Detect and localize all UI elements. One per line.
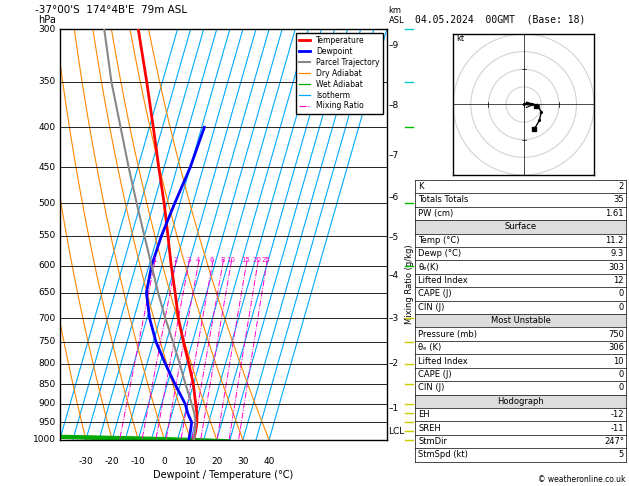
Text: –8: –8 [389,101,399,110]
Text: 2: 2 [619,182,624,191]
Text: 6: 6 [210,257,214,263]
Text: 0: 0 [162,457,167,467]
Text: 247°: 247° [604,437,624,446]
Text: 2: 2 [173,257,177,263]
Text: 1000: 1000 [33,435,55,444]
Text: Mixing Ratio (g/kg): Mixing Ratio (g/kg) [405,244,414,324]
Text: 5: 5 [619,451,624,459]
Text: CIN (J): CIN (J) [418,303,445,312]
Text: –4: –4 [389,271,399,280]
Text: 1.61: 1.61 [606,209,624,218]
Text: 300: 300 [38,25,55,34]
Text: SREH: SREH [418,424,441,433]
Text: -12: -12 [611,410,624,419]
Text: 950: 950 [38,418,55,427]
Text: 15: 15 [242,257,250,263]
Text: CAPE (J): CAPE (J) [418,370,452,379]
Text: Totals Totals: Totals Totals [418,195,469,205]
Text: CIN (J): CIN (J) [418,383,445,392]
Text: θₑ(K): θₑ(K) [418,262,439,272]
Text: –2: –2 [389,359,399,368]
Text: –3: –3 [389,313,399,323]
Text: 850: 850 [38,380,55,389]
Text: -20: -20 [105,457,120,467]
Text: EH: EH [418,410,430,419]
Text: 900: 900 [38,399,55,408]
Text: –5: –5 [389,233,399,242]
Text: 12: 12 [613,276,624,285]
Text: 10: 10 [185,457,196,467]
Text: StmSpd (kt): StmSpd (kt) [418,451,468,459]
Text: Dewp (°C): Dewp (°C) [418,249,462,258]
Text: km
ASL: km ASL [389,6,404,25]
Text: Lifted Index: Lifted Index [418,357,468,365]
Text: 800: 800 [38,359,55,368]
Text: 600: 600 [38,261,55,270]
Text: 400: 400 [38,123,55,132]
Text: 20: 20 [211,457,223,467]
Text: 10: 10 [226,257,235,263]
Text: Dewpoint / Temperature (°C): Dewpoint / Temperature (°C) [153,470,293,480]
Text: 750: 750 [38,337,55,346]
Text: 4: 4 [196,257,200,263]
Text: Most Unstable: Most Unstable [491,316,550,325]
Text: 750: 750 [608,330,624,339]
Text: 0: 0 [619,383,624,392]
Text: © weatheronline.co.uk: © weatheronline.co.uk [538,474,626,484]
Text: 350: 350 [38,77,55,86]
Text: –6: –6 [389,193,399,202]
Text: 0: 0 [619,303,624,312]
Text: 04.05.2024  00GMT  (Base: 18): 04.05.2024 00GMT (Base: 18) [415,15,586,25]
Text: -37°00'S  174°4B'E  79m ASL: -37°00'S 174°4B'E 79m ASL [35,4,187,15]
Text: StmDir: StmDir [418,437,447,446]
Text: hPa: hPa [38,15,55,25]
Text: 30: 30 [237,457,248,467]
Text: K: K [418,182,424,191]
Text: 9.3: 9.3 [611,249,624,258]
Text: 3: 3 [186,257,191,263]
Text: Hodograph: Hodograph [497,397,544,406]
Text: 500: 500 [38,199,55,208]
Text: 650: 650 [38,288,55,297]
Text: -11: -11 [611,424,624,433]
Text: –7: –7 [389,152,399,160]
Text: CAPE (J): CAPE (J) [418,290,452,298]
Text: 40: 40 [264,457,275,467]
Text: Lifted Index: Lifted Index [418,276,468,285]
Text: –1: –1 [389,404,399,413]
Text: –9: –9 [389,41,399,51]
Text: Pressure (mb): Pressure (mb) [418,330,477,339]
Text: 700: 700 [38,313,55,323]
Text: 25: 25 [262,257,270,263]
Text: Surface: Surface [504,222,537,231]
Text: 0: 0 [619,290,624,298]
Text: 20: 20 [253,257,262,263]
Text: 450: 450 [38,163,55,172]
Text: LCL: LCL [389,427,404,435]
Text: PW (cm): PW (cm) [418,209,454,218]
Text: -10: -10 [131,457,146,467]
Text: θₑ (K): θₑ (K) [418,343,442,352]
Legend: Temperature, Dewpoint, Parcel Trajectory, Dry Adiabat, Wet Adiabat, Isotherm, Mi: Temperature, Dewpoint, Parcel Trajectory… [296,33,383,114]
Text: 10: 10 [613,357,624,365]
Text: Temp (°C): Temp (°C) [418,236,460,245]
Text: -30: -30 [79,457,93,467]
Text: 35: 35 [613,195,624,205]
Text: 303: 303 [608,262,624,272]
Text: 306: 306 [608,343,624,352]
Text: 8: 8 [220,257,225,263]
Text: 550: 550 [38,231,55,241]
Text: 1: 1 [152,257,157,263]
Text: kt: kt [457,34,465,43]
Text: 0: 0 [619,370,624,379]
Text: 11.2: 11.2 [606,236,624,245]
